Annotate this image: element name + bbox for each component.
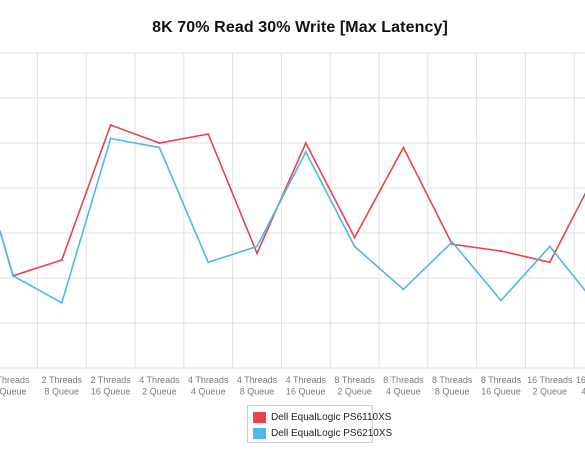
data-point xyxy=(109,137,112,140)
series-layer xyxy=(0,123,585,304)
data-point xyxy=(500,299,502,302)
data-point xyxy=(60,259,63,261)
data-point xyxy=(548,261,551,264)
legend-swatch xyxy=(253,427,266,439)
data-point xyxy=(207,133,210,135)
legend-swatch xyxy=(253,411,266,423)
data-point xyxy=(158,146,161,149)
x-tick-label: 4 Threads 4 Queue xyxy=(188,375,229,397)
data-point xyxy=(207,261,210,264)
x-tick-label: 2 Threads 8 Queue xyxy=(42,375,83,397)
data-point xyxy=(402,288,405,291)
data-point xyxy=(304,151,307,153)
legend-label: Dell EqualLogic PS6110XS xyxy=(271,411,392,423)
x-tick-label: 2 Threads 16 Queue xyxy=(90,375,131,397)
x-tick-label: 4 Threads 8 Queue xyxy=(237,375,278,397)
x-tick-label: 4 Threads 2 Queue xyxy=(139,375,180,397)
data-point xyxy=(256,245,258,248)
data-point xyxy=(402,146,405,149)
legend-label: Dell EqualLogic PS6210XS xyxy=(271,427,393,439)
x-tick-label: 8 Threads 2 Queue xyxy=(334,375,375,397)
data-point xyxy=(548,245,551,248)
grid-layer xyxy=(0,52,585,369)
data-point xyxy=(256,252,258,255)
data-point xyxy=(353,236,356,239)
data-point xyxy=(353,245,356,248)
data-point xyxy=(158,142,161,144)
x-tick-label: ThreadsQueue xyxy=(0,375,30,397)
series-line-1 xyxy=(0,123,585,277)
chart-legend: Dell EqualLogic PS6110XS Dell EqualLogic … xyxy=(247,405,392,443)
x-tick-label: 4 Threads 16 Queue xyxy=(286,375,327,397)
data-point xyxy=(500,250,502,252)
x-tick-label: 16 Threads 2 Queue xyxy=(527,375,573,397)
data-point xyxy=(451,241,454,243)
data-point xyxy=(12,274,14,277)
data-point xyxy=(304,142,307,144)
x-tick-label: 8 Threads 8 Queue xyxy=(432,375,473,397)
chart-title: 8K 70% Read 30% Write [Max Latency] xyxy=(152,19,448,36)
data-point xyxy=(109,124,112,126)
legend-item-1: Dell EqualLogic PS6110XS xyxy=(248,409,391,425)
series-line-2 xyxy=(0,137,585,304)
legend-item-2: Dell EqualLogic PS6210XS xyxy=(248,425,392,441)
x-tick-label: 8 Threads 4 Queue xyxy=(383,375,424,397)
data-point xyxy=(60,301,63,304)
x-tick-label: 8 Threads 16 Queue xyxy=(481,375,522,397)
